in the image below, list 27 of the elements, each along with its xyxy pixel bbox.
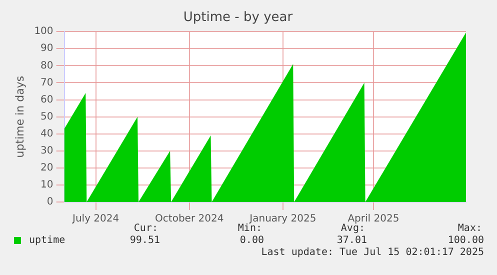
y-tick-label: 90 [40, 43, 54, 54]
x-tick-label: October 2024 [155, 214, 224, 225]
text: Last update: Tue Jul 15 02:01:17 2025 [261, 247, 484, 258]
y-axis-title: uptime in days [13, 76, 26, 158]
x-tick-label: January 2025 [248, 214, 316, 225]
y-tick-label: 10 [40, 180, 54, 191]
y-tick-label: 100 [34, 26, 54, 38]
text: 99.51 [130, 235, 160, 246]
y-tick-label: 0 [46, 196, 54, 208]
chart-title: Uptime - by year [183, 10, 294, 26]
y-tick-label: 30 [40, 145, 54, 156]
text: Max: [458, 223, 482, 234]
y-tick-label: 40 [40, 128, 54, 140]
text: Cur: [134, 223, 158, 234]
legend-label: uptime [29, 235, 66, 246]
text: 37.01 [336, 235, 367, 246]
text: Avg: [340, 223, 365, 234]
y-tick-label: 50 [40, 111, 54, 122]
x-tick-label: July 2024 [72, 214, 120, 225]
y-tick-label: 70 [40, 77, 54, 88]
text: 100.00 [448, 235, 484, 246]
text: 0.00 [240, 235, 264, 246]
y-tick-label: 60 [40, 94, 54, 106]
y-tick-label: 20 [40, 162, 54, 174]
y-tick-label: 80 [40, 60, 54, 72]
x-tick-label: April 2025 [348, 214, 400, 225]
text: Min: [238, 223, 262, 234]
